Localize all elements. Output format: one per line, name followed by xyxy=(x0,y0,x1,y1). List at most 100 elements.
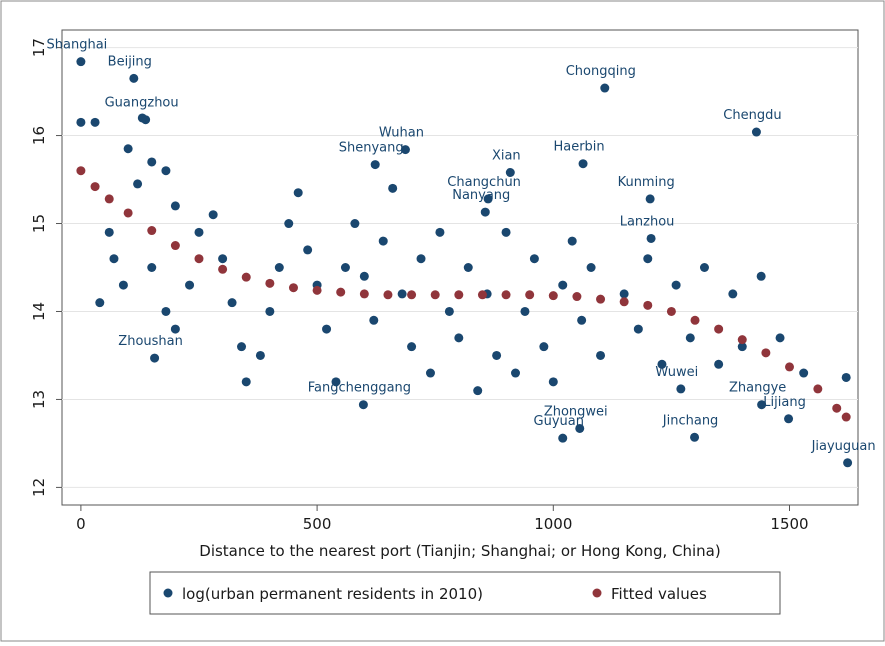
point-label: Shenyang xyxy=(339,141,404,156)
point xyxy=(756,271,766,281)
point xyxy=(147,263,157,272)
point xyxy=(511,368,521,378)
point xyxy=(161,166,171,176)
point-label: Guyuan xyxy=(534,414,584,429)
point xyxy=(170,201,180,211)
point xyxy=(671,280,681,290)
point xyxy=(548,377,558,387)
point xyxy=(761,348,771,358)
point xyxy=(619,289,629,299)
point xyxy=(578,159,588,169)
point xyxy=(841,412,851,422)
point-label: Guangzhou xyxy=(105,96,179,111)
point-label: Kunming xyxy=(618,175,675,190)
point xyxy=(369,315,379,325)
point xyxy=(400,145,410,155)
point xyxy=(619,297,629,307)
point xyxy=(336,287,346,297)
point xyxy=(529,254,539,264)
point xyxy=(558,280,568,290)
point xyxy=(370,160,380,170)
point xyxy=(416,254,426,264)
point xyxy=(492,350,502,360)
y-tick-label: 15 xyxy=(30,214,48,233)
point xyxy=(129,73,139,83)
point xyxy=(505,168,515,177)
point xyxy=(575,423,585,433)
point xyxy=(358,400,368,410)
point xyxy=(265,278,275,288)
x-tick-label: 0 xyxy=(76,515,86,533)
point xyxy=(133,179,143,189)
point xyxy=(572,292,582,302)
point xyxy=(288,283,298,293)
point xyxy=(751,127,761,137)
x-axis-title: Distance to the nearest port (Tianjin; S… xyxy=(199,542,720,560)
point xyxy=(397,289,407,299)
legend-marker xyxy=(592,588,602,598)
point xyxy=(676,384,686,394)
x-tick-label: 500 xyxy=(303,515,332,533)
point xyxy=(737,335,747,345)
point xyxy=(284,219,294,229)
point xyxy=(76,166,86,176)
point xyxy=(454,333,464,343)
point xyxy=(480,207,490,217)
point xyxy=(558,433,568,443)
point xyxy=(539,342,549,352)
point xyxy=(255,350,265,360)
point xyxy=(657,359,667,369)
plot-area xyxy=(61,29,859,506)
point xyxy=(483,194,493,204)
point xyxy=(407,342,417,352)
point xyxy=(137,113,147,123)
point xyxy=(104,194,114,204)
point-label: Shanghai xyxy=(47,38,108,53)
point xyxy=(147,226,157,236)
point xyxy=(383,290,393,300)
point xyxy=(548,291,558,301)
point xyxy=(227,298,237,308)
point-label: Chengdu xyxy=(723,108,781,123)
point xyxy=(646,233,656,243)
point-label: Lijiang xyxy=(763,395,806,410)
point-label: Haerbin xyxy=(553,140,604,155)
point-label: Wuwei xyxy=(655,365,698,380)
point xyxy=(76,57,86,67)
point xyxy=(567,236,577,246)
point xyxy=(340,263,350,272)
point xyxy=(643,254,653,264)
point-label: Xian xyxy=(492,149,521,164)
point xyxy=(359,289,369,299)
point xyxy=(596,350,606,360)
point xyxy=(293,188,303,198)
point xyxy=(118,280,128,290)
point-label: Nanyang xyxy=(452,188,510,203)
point xyxy=(161,306,171,316)
point xyxy=(241,272,251,282)
point xyxy=(388,183,398,193)
point xyxy=(444,306,454,316)
point xyxy=(170,241,180,251)
point xyxy=(690,432,700,442)
y-tick-label: 17 xyxy=(30,38,48,57)
point xyxy=(784,414,794,424)
point xyxy=(104,227,114,237)
point xyxy=(737,342,747,352)
point xyxy=(194,254,204,264)
point-label: Wuhan xyxy=(379,126,424,141)
point xyxy=(714,359,724,369)
point xyxy=(109,254,119,264)
point-label: Fangchenggang xyxy=(308,381,411,396)
point xyxy=(150,353,160,363)
point-label: Changchun xyxy=(447,175,521,190)
point xyxy=(841,372,851,382)
point xyxy=(123,208,133,218)
point xyxy=(685,333,695,343)
point xyxy=(577,315,587,325)
legend-label: Fitted values xyxy=(611,585,707,603)
point xyxy=(586,263,596,272)
legend xyxy=(149,571,781,615)
point xyxy=(185,280,195,290)
